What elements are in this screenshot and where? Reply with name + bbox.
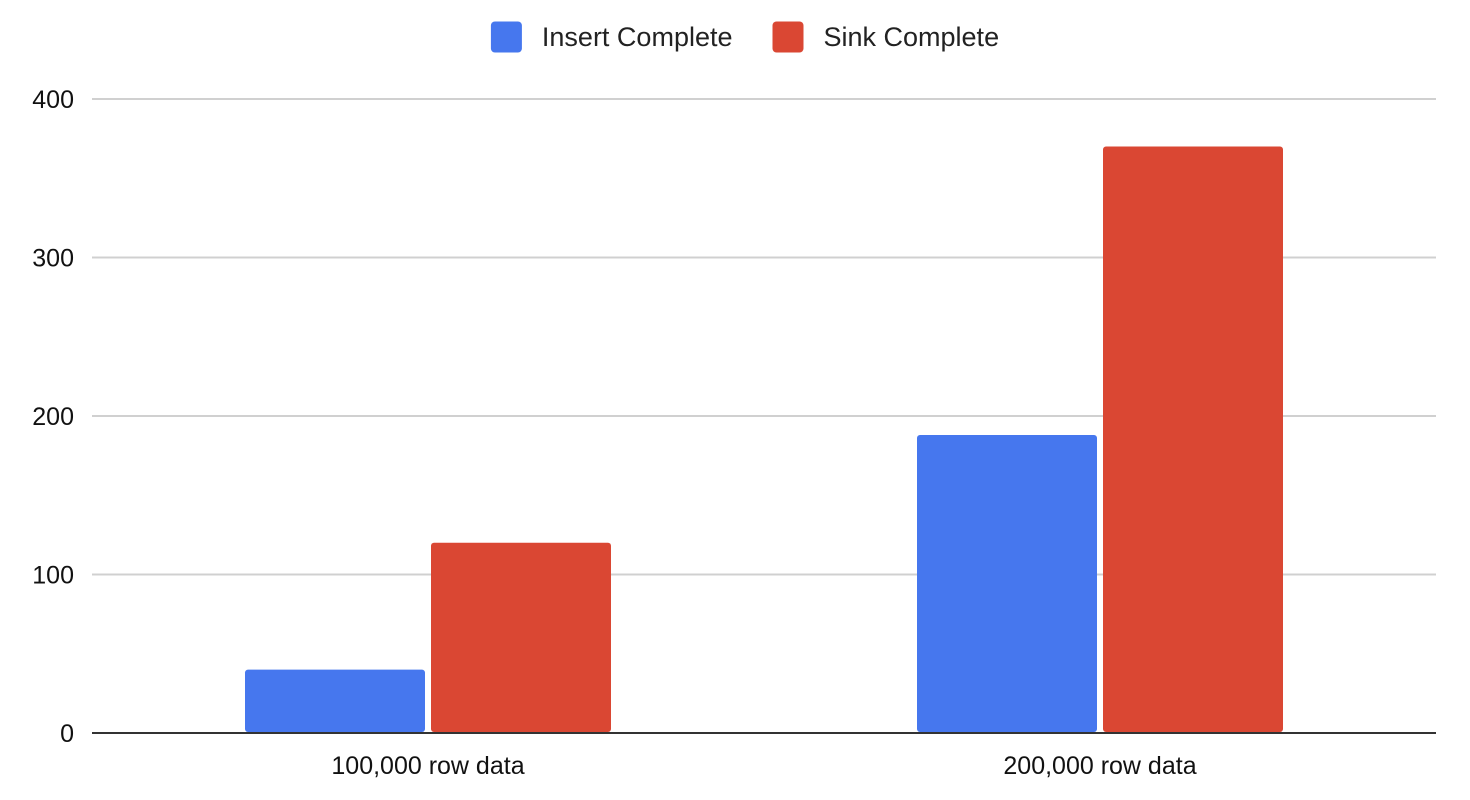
legend: Insert Complete Sink Complete (490, 21, 1000, 53)
y-tick-label: 200 (32, 403, 74, 431)
x-tick-label: 100,000 row data (331, 752, 524, 780)
legend-swatch (772, 21, 804, 53)
y-tick-label: 100 (32, 562, 74, 590)
y-tick-label: 0 (60, 720, 74, 748)
bar-insert-complete-1 (245, 669, 425, 732)
y-tick-label: 300 (32, 245, 74, 273)
bar-sink-complete-2 (1103, 146, 1283, 733)
y-axis-ticks: 0 100 200 300 400 (32, 86, 74, 748)
x-axis-ticks: 100,000 row data 200,000 row data (331, 752, 1196, 780)
bar-insert-complete-2 (917, 435, 1097, 732)
bars (245, 146, 1283, 733)
x-tick-label: 200,000 row data (1003, 752, 1196, 780)
legend-label: Insert Complete (542, 22, 733, 52)
y-tick-label: 400 (32, 86, 74, 114)
legend-label: Sink Complete (824, 22, 1000, 52)
legend-swatch (490, 21, 522, 53)
bar-sink-complete-1 (431, 542, 611, 732)
